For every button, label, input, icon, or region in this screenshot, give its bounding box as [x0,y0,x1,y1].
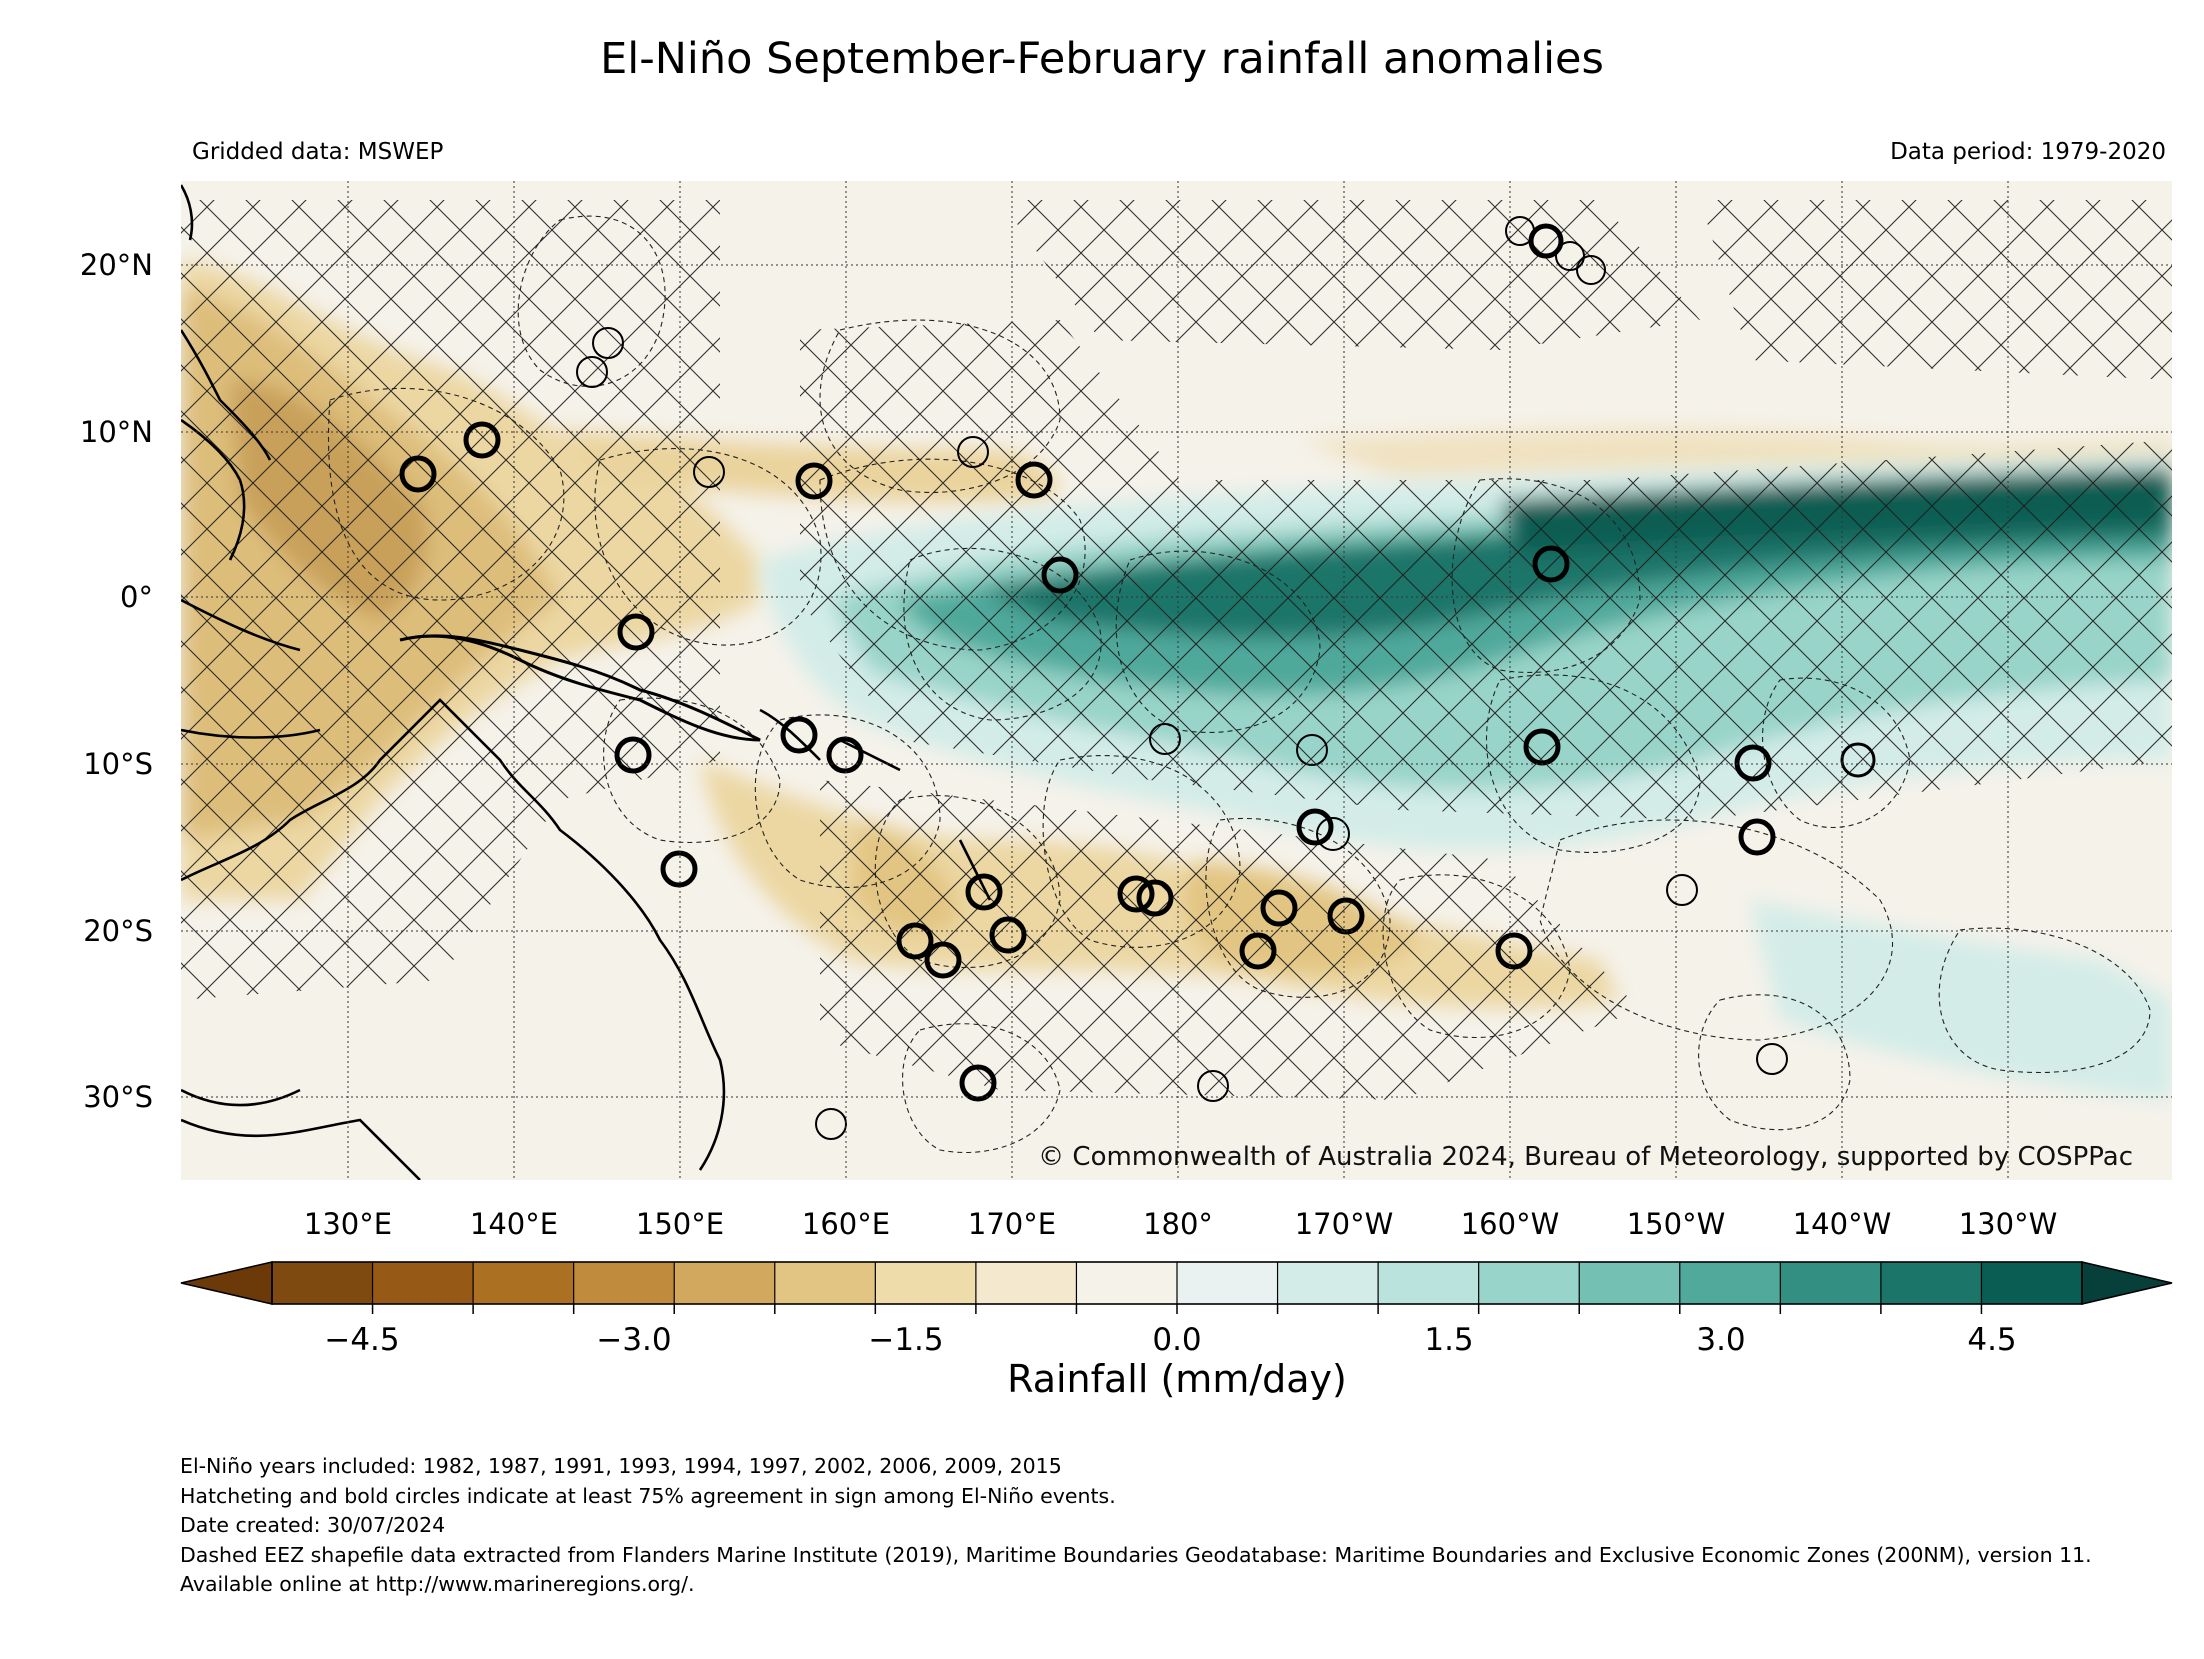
colorbar-swatch [673,1261,776,1305]
footnote-source: Dashed EEZ shapefile data extracted from… [180,1542,2092,1597]
colorbar-swatch [1075,1261,1179,1305]
lon-label-130e: 130°E [304,1207,392,1241]
colorbar-swatch [1276,1261,1380,1305]
cb-tick-label: 3.0 [1696,1322,1745,1358]
colorbar-swatch [1478,1261,1581,1305]
lon-label-140e: 140°E [470,1207,558,1241]
lon-label-160e: 160°E [802,1207,890,1241]
colorbar-swatch [1980,1261,2084,1305]
colorbar-label: Rainfall (mm/day) [1007,1357,1347,1401]
lon-label-130w: 130°W [1959,1207,2058,1241]
colorbar-swatch [573,1261,676,1305]
data-period-note: Data period: 1979-2020 [1890,139,2166,165]
lon-label-150e: 150°E [636,1207,724,1241]
colorbar-swatches [271,1261,2084,1305]
footnote-date: Date created: 30/07/2024 [180,1513,446,1537]
rainfall-anomaly-map: © Commonwealth of Australia 2024, Bureau… [181,181,2172,1180]
cb-tick-label: −3.0 [596,1322,671,1358]
colorbar-swatch [472,1261,575,1305]
footnote-hatching: Hatcheting and bold circles indicate at … [180,1483,1116,1508]
lon-label-170e: 170°E [968,1207,1056,1241]
colorbar-tick-labels: −4.5 −3.0 −1.5 0.0 1.5 3.0 4.5 [324,1322,2016,1358]
cb-tick-label: 1.5 [1424,1322,1473,1358]
cb-tick-label: −1.5 [868,1322,943,1358]
cb-tick-label: 0.0 [1152,1322,1201,1358]
lon-label-140w: 140°W [1793,1207,1892,1241]
colorbar-swatch [1779,1261,1882,1305]
lon-label-170w: 170°W [1295,1207,1394,1241]
lat-label-20n: 20°N [80,248,153,282]
copyright-notice: © Commonwealth of Australia 2024, Bureau… [1038,1142,2133,1172]
data-source-note: Gridded data: MSWEP [192,139,444,165]
colorbar-swatch [371,1261,475,1305]
footnote-years: El-Niño years included: 1982, 1987, 1991… [180,1454,1062,1478]
colorbar-swatch [1578,1261,1681,1305]
coastlines [181,184,992,1180]
colorbar-swatch [1377,1261,1480,1305]
lat-label-eq: 0° [120,580,153,614]
lat-label-10n: 10°N [80,415,153,449]
longitude-labels: 130°E 140°E 150°E 160°E 170°E 180° 170°W… [304,1207,2057,1241]
gridlines [181,181,2172,1180]
lat-label-30s: 30°S [83,1080,153,1114]
footnotes: El-Niño years included: 1982, 1987, 1991… [180,1452,2170,1600]
colorbar-swatch [1679,1261,1782,1305]
lon-label-160w: 160°W [1461,1207,1560,1241]
island-markers [399,216,1876,1140]
agreement-hatching [181,200,2172,1100]
colorbar-swatch [271,1261,374,1305]
cb-tick-label: 4.5 [1967,1322,2016,1358]
cb-tick-label: −4.5 [324,1322,399,1358]
colorbar: −4.5 −3.0 −1.5 0.0 1.5 3.0 4.5 Rainfall … [180,1261,2173,1401]
colorbar-under-arrow [180,1261,273,1305]
colorbar-swatch [874,1261,977,1305]
colorbar-swatch [1880,1261,1983,1305]
lat-label-20s: 20°S [83,914,153,948]
lon-label-180: 180° [1143,1207,1213,1241]
colorbar-swatch [1176,1261,1279,1305]
colorbar-swatch [975,1261,1078,1305]
latitude-labels: 20°N 10°N 0° 10°S 20°S 30°S [80,248,153,1114]
colorbar-swatch [774,1261,877,1305]
lon-label-150w: 150°W [1627,1207,1726,1241]
chart-title: El-Niño September-February rainfall anom… [600,34,1604,84]
colorbar-tick-marks [371,1304,1983,1314]
colorbar-over-arrow [2081,1261,2173,1305]
lat-label-10s: 10°S [83,747,153,781]
